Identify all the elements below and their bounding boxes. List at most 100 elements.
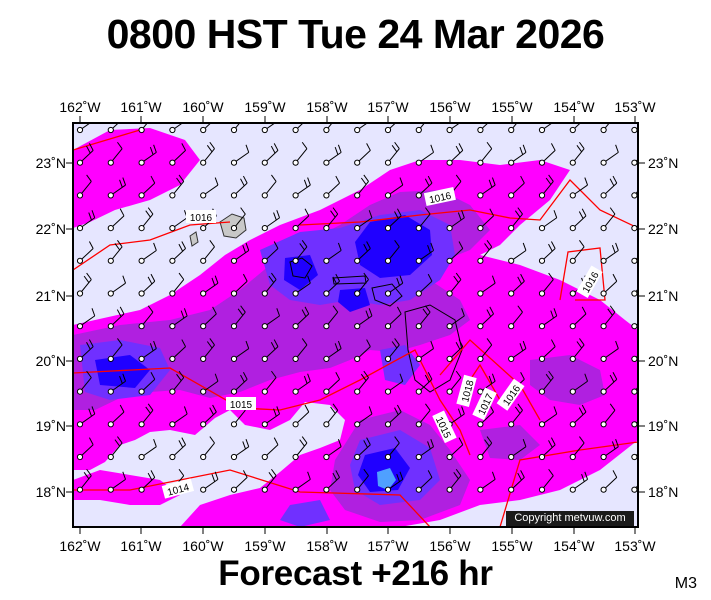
wind-barb	[138, 144, 157, 166]
wind-barb	[600, 403, 616, 428]
wind-barb	[508, 273, 525, 297]
wind-barb	[200, 436, 215, 461]
wind-barb	[477, 373, 496, 395]
wind-barb	[477, 141, 493, 166]
wind-barb	[508, 207, 523, 232]
wind-barb	[538, 174, 554, 199]
wind-barb	[477, 177, 496, 199]
forecast-time-title: 0800 HST Tue 24 Mar 2026	[106, 11, 605, 57]
wind-barb	[508, 144, 527, 166]
wind-barb	[600, 372, 618, 395]
longitude-labels-top: 162˚W 161˚W 160˚W 159˚W 158˚W 157˚W 156˚…	[59, 99, 656, 115]
lon-label: 156˚W	[429, 538, 471, 554]
wind-barb	[323, 438, 342, 461]
wind-barb	[569, 208, 587, 232]
wind-barb	[76, 406, 96, 428]
lon-label: 153˚W	[614, 99, 656, 115]
wind-barb	[354, 272, 369, 297]
wind-barb	[76, 339, 94, 362]
wind-barb	[200, 141, 215, 166]
lon-label: 156˚W	[429, 99, 471, 115]
wind-barb	[384, 240, 400, 264]
isobar-line	[499, 441, 638, 527]
wind-barb	[107, 338, 123, 362]
wind-barb	[415, 470, 433, 493]
wind-barb	[415, 207, 431, 232]
wind-barb	[354, 468, 369, 493]
oahu-island	[289, 257, 313, 279]
wind-barb	[446, 241, 464, 264]
wind-barb	[384, 275, 404, 297]
wind-barb	[261, 468, 277, 493]
wind-barb	[200, 240, 215, 264]
wind-barb	[169, 143, 187, 166]
wind-barb	[200, 306, 217, 330]
lat-label: 18˚N	[36, 484, 66, 500]
wind-barb	[538, 123, 553, 134]
wind-barb	[323, 340, 342, 362]
wind-barb	[107, 177, 127, 199]
wind-barb	[261, 123, 276, 134]
wind-barb	[76, 437, 94, 461]
wind-barb	[415, 340, 435, 362]
wind-barb	[354, 339, 371, 362]
wind-barb	[384, 141, 400, 166]
lat-label: 23˚N	[36, 155, 66, 171]
wind-barb	[508, 438, 527, 461]
wind-barb	[76, 241, 94, 264]
lat-label: 18˚N	[648, 484, 678, 500]
wind-barb	[446, 210, 465, 232]
lat-label: 21˚N	[648, 288, 678, 304]
wind-barb	[354, 174, 369, 199]
wind-barb	[292, 275, 311, 297]
wind-barb	[107, 141, 123, 166]
wind-barb	[323, 403, 339, 428]
lon-label: 159˚W	[244, 99, 286, 115]
niihau-island	[189, 231, 199, 247]
wind-barb	[569, 373, 589, 395]
lat-label: 19˚N	[36, 418, 66, 434]
wind-barb	[230, 438, 250, 461]
wind-barb	[200, 373, 219, 395]
latitude-labels-right: 23˚N 22˚N 21˚N 20˚N 19˚N 18˚N	[648, 155, 678, 500]
panel-code: M3	[674, 575, 697, 592]
wind-barb	[76, 468, 92, 493]
wind-barb	[323, 273, 341, 297]
wind-barb	[107, 471, 127, 493]
lon-label: 155˚W	[491, 99, 533, 115]
big-island	[404, 304, 463, 393]
wind-barb	[107, 275, 127, 297]
wind-barb	[107, 240, 123, 264]
wind-barb	[76, 210, 96, 232]
wind-barb	[354, 406, 373, 428]
wind-barb	[138, 470, 156, 493]
isobar-line	[73, 221, 231, 271]
wind-barb	[569, 306, 587, 330]
wind-barb	[292, 208, 310, 232]
wind-barb	[384, 373, 404, 395]
wind-barb	[538, 406, 558, 428]
wind-barb	[323, 372, 341, 395]
wind-barb	[138, 372, 156, 395]
wind-barb	[569, 240, 585, 264]
wind-barb	[138, 175, 156, 199]
wind-barb	[138, 273, 156, 297]
wind-barb	[477, 436, 493, 461]
wind-barb	[169, 339, 187, 362]
wind-barb	[200, 275, 219, 297]
wind-barb	[230, 470, 248, 493]
wind-barb	[323, 175, 341, 199]
wind-barb	[230, 372, 248, 395]
wind-barb	[230, 273, 248, 297]
wind-barb	[138, 403, 154, 428]
lon-label: 158˚W	[306, 99, 348, 115]
axis-ticks	[66, 116, 645, 534]
wind-barb	[415, 175, 433, 199]
wind-barb	[538, 370, 554, 395]
wind-barb	[292, 141, 308, 166]
wind-barb	[569, 141, 585, 166]
lon-label: 160˚W	[182, 99, 224, 115]
lat-label: 21˚N	[36, 288, 66, 304]
wind-barb	[415, 403, 431, 428]
wind-barb	[508, 470, 525, 493]
